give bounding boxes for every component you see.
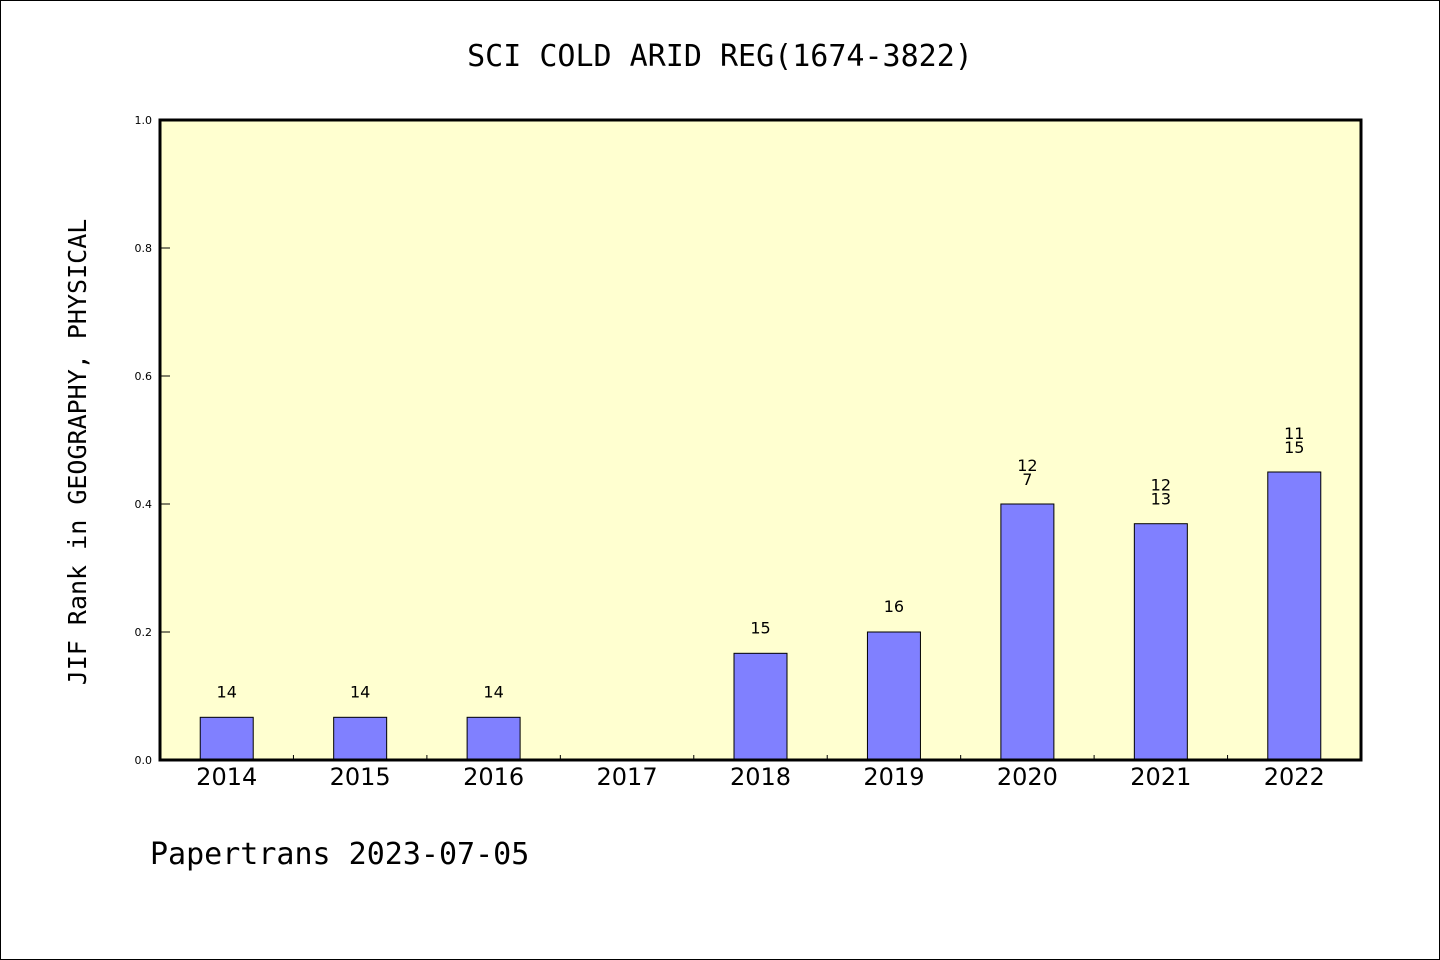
bar-value-label: 14 <box>350 682 370 701</box>
bar-value-label: 14 <box>483 682 503 701</box>
bar-2014 <box>199 716 254 761</box>
bar-value-label: 13 <box>1151 490 1171 509</box>
y-tick-label: 1.0 <box>135 114 153 127</box>
bar-value-label: 14 <box>217 682 237 701</box>
x-tick-label: 2017 <box>597 763 658 791</box>
y-tick-label: 0.0 <box>135 754 153 767</box>
bar-2016 <box>466 716 521 761</box>
bar-value-label: 12 <box>1151 476 1171 495</box>
bar-value-label: 7 <box>1022 470 1032 489</box>
x-tick-label: 2022 <box>1264 763 1325 791</box>
y-axis-label: JIF Rank in GEOGRAPHY, PHYSICAL <box>63 219 92 686</box>
chart-title: SCI COLD ARID REG(1674-3822) <box>467 39 973 74</box>
x-tick-label: 2019 <box>863 763 924 791</box>
y-axis-ticks: 0.0 0.2 0.4 0.6 0.8 1.0 <box>135 114 170 767</box>
bar-2022 <box>1267 471 1322 761</box>
bar-2018 <box>733 652 788 761</box>
bar-value-label: 16 <box>884 597 904 616</box>
bar-value-label: 12 <box>1017 456 1037 475</box>
y-tick-label: 0.6 <box>135 370 153 383</box>
x-tick-label: 2015 <box>330 763 391 791</box>
y-tick-label: 0.8 <box>135 242 153 255</box>
x-tick-label: 2018 <box>730 763 791 791</box>
x-tick-label: 2020 <box>997 763 1058 791</box>
x-tick-label: 2016 <box>463 763 524 791</box>
bar-2021 <box>1133 523 1188 761</box>
x-tick-label: 2021 <box>1130 763 1191 791</box>
bar-value-label: 11 <box>1284 424 1304 443</box>
footer-watermark: Papertrans 2023-07-05 <box>150 837 529 872</box>
x-axis-ticks: 2014 2015 2016 2017 2018 2019 2020 2021 2022 <box>196 755 1325 791</box>
y-tick-label: 0.4 <box>135 498 153 511</box>
bar-2020 <box>1000 503 1055 761</box>
bar-2019 <box>866 631 921 761</box>
x-tick-label: 2014 <box>196 763 257 791</box>
bars-group <box>199 471 1322 761</box>
plot-border <box>158 118 1363 762</box>
bar-value-label: 15 <box>1284 438 1304 457</box>
bar-value-label: 15 <box>750 618 770 637</box>
y-tick-label: 0.2 <box>135 626 153 639</box>
bar-2015 <box>333 716 388 761</box>
